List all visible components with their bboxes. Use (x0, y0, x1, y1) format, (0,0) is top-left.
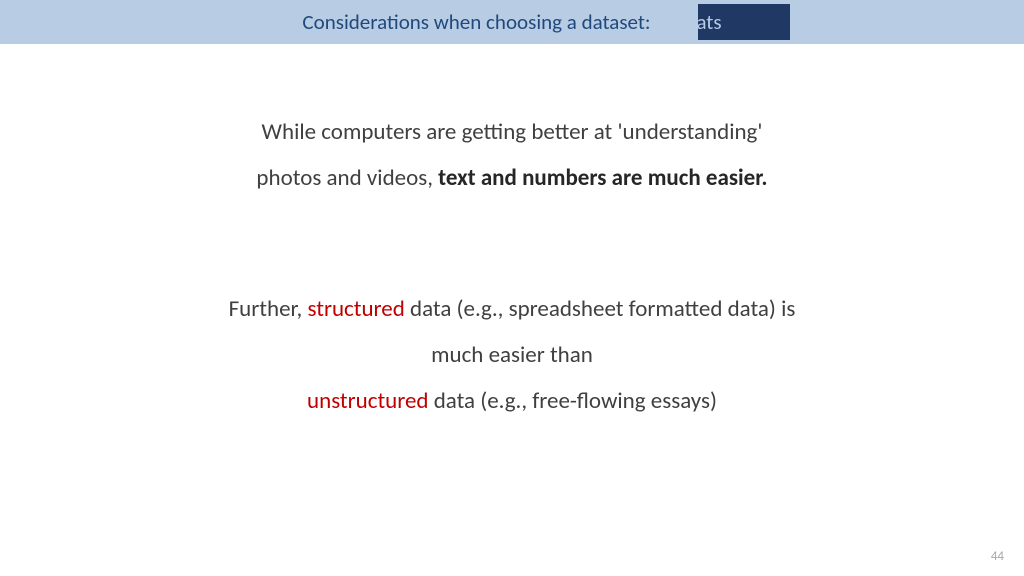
p2-line1-pre: Further, (229, 295, 308, 323)
slide-header: Considerations when choosing a dataset: … (0, 0, 1024, 44)
slide-title: Considerations when choosing a dataset: … (302, 9, 721, 35)
p2-line2: much easier than (431, 341, 593, 369)
paragraph-2: Further, structured data (e.g., spreadsh… (0, 286, 1024, 424)
title-highlight-pre: fo (655, 9, 672, 35)
p2-line3-post: data (e.g., free-flowing essays) (429, 387, 717, 415)
p1-line2-pre: photos and videos, (256, 164, 438, 192)
p2-line1-post: data (e.g., spreadsheet formatted data) … (405, 295, 796, 323)
page-number: 44 (991, 549, 1004, 564)
p1-line2-bold: text and numbers are much easier. (438, 164, 767, 192)
p1-line1: While computers are getting better at 'u… (262, 118, 763, 146)
title-prefix: Considerations when choosing a dataset: (302, 9, 655, 35)
slide-content: While computers are getting better at 'u… (0, 44, 1024, 424)
title-highlight-post: rmats (672, 9, 721, 35)
paragraph-1: While computers are getting better at 'u… (0, 109, 1024, 201)
p2-structured: structured (308, 295, 405, 323)
p2-unstructured: unstructured (307, 387, 428, 415)
